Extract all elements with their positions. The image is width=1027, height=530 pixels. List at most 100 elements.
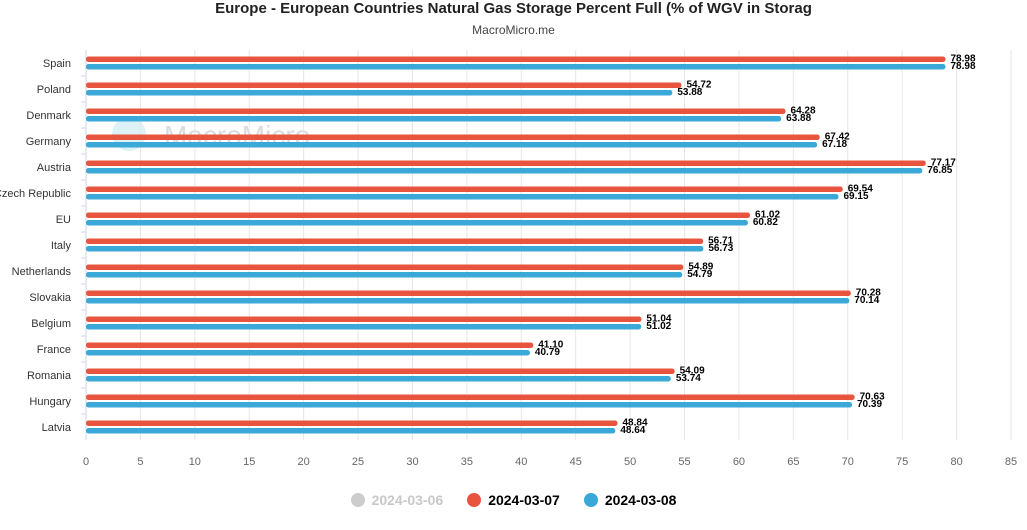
bar [86,290,851,296]
legend-dot [583,493,598,507]
category-axis: Spain Poland Denmark Germany Austria Czech Re… [0,50,87,440]
data-label: 63.88 [786,113,811,124]
bar [86,272,683,278]
category-label: EU [56,214,71,226]
bar [86,64,946,70]
data-label: 69.54 [848,184,873,195]
data-label: 56.71 [708,236,733,247]
bar [86,108,786,114]
category-label: Belgium [31,318,71,330]
data-label: 61.02 [755,210,780,221]
bar [86,90,673,96]
bar [86,186,843,192]
category-label: Spain [43,58,71,70]
category-label: Austria [37,162,72,174]
data-label: 41.10 [538,340,563,351]
data-label: 53.88 [677,87,702,98]
legend-item-2024-03-06[interactable]: 2024-03-06 [350,492,444,508]
chart-subtitle: MacroMicro.me [472,23,555,37]
x-tick-label: 80 [950,456,962,468]
data-label: 70.14 [854,295,879,306]
data-label: 67.18 [822,139,847,150]
legend-dot [350,493,365,507]
data-label: 53.74 [676,373,701,384]
data-label: 54.79 [687,269,712,280]
bar [86,160,926,166]
legend-label: 2024-03-07 [488,492,560,508]
x-tick-label: 50 [624,456,636,468]
bar [86,220,748,226]
x-tick-label: 25 [352,456,364,468]
category-label: Czech Republic [0,188,71,200]
data-label: 56.73 [708,243,733,254]
legend-item-2024-03-08[interactable]: 2024-03-08 [583,492,677,508]
bar [86,420,618,426]
bar [86,376,671,382]
category-label: Denmark [26,110,71,122]
data-label: 51.02 [646,321,671,332]
data-label: 70.63 [860,392,885,403]
bars [86,56,946,434]
data-label: 70.28 [856,288,881,299]
category-label: Germany [26,136,72,148]
bar [86,342,534,348]
bar [86,116,782,122]
category-label: Slovakia [29,292,71,304]
data-label: 48.84 [622,418,647,429]
x-axis: 0 5 10 15 20 25 30 35 40 45 50 55 60 65 70 75 80 85 [83,456,1017,468]
x-tick-label: 85 [1005,456,1017,468]
data-label: 54.89 [688,262,713,273]
bar [86,402,853,408]
bar [86,316,642,322]
x-tick-label: 15 [243,456,255,468]
grid-lines [139,50,1012,440]
bar [86,56,946,62]
bar [86,212,751,218]
bar [86,82,682,88]
category-label: Poland [37,84,71,96]
data-label: 51.04 [646,314,671,325]
data-label: 77.17 [931,158,956,169]
category-label: France [37,344,71,356]
x-tick-label: 30 [406,456,418,468]
x-tick-label: 10 [189,456,201,468]
bar [86,368,675,374]
data-label: 70.39 [857,399,882,410]
x-tick-label: 55 [678,456,690,468]
data-label: 48.64 [620,425,645,436]
bar [86,168,923,174]
data-label: 67.42 [825,132,850,143]
bar [86,298,850,304]
data-label: 78.98 [950,61,975,72]
data-label: 78.98 [950,54,975,65]
x-tick-label: 5 [137,456,143,468]
category-label: Romania [27,370,72,382]
legend-label: 2024-03-06 [371,492,444,508]
bar [86,350,530,356]
category-label: Hungary [29,396,71,408]
x-tick-label: 70 [842,456,854,468]
x-tick-label: 45 [570,456,582,468]
x-tick-label: 60 [733,456,745,468]
data-label: 54.09 [680,366,705,377]
data-label: 60.82 [753,217,778,228]
category-label: Latvia [42,422,72,434]
bar [86,394,855,400]
x-tick-label: 65 [787,456,799,468]
data-label: 40.79 [535,347,560,358]
category-label: Netherlands [12,266,72,278]
category-label: Italy [51,240,72,252]
data-labels: 78.98 54.72 64.28 67.42 77.17 69.54 61.02 56.71… [535,54,976,437]
legend-item-2024-03-07[interactable]: 2024-03-07 [467,492,560,508]
data-label: 54.72 [686,80,711,91]
chart-title: Europe - European Countries Natural Gas … [215,0,812,17]
legend-label: 2024-03-08 [604,492,677,508]
bar [86,142,818,148]
bar [86,194,839,200]
bar-chart: MacroMicro SpainPolandDenmarkGermanyAust… [0,50,1017,468]
x-tick-label: 40 [515,456,527,468]
x-tick-label: 0 [83,456,89,468]
legend-dot [467,493,482,507]
legend: 2024-03-06 2024-03-07 2024-03-08 [0,488,1027,512]
bar [86,134,820,140]
